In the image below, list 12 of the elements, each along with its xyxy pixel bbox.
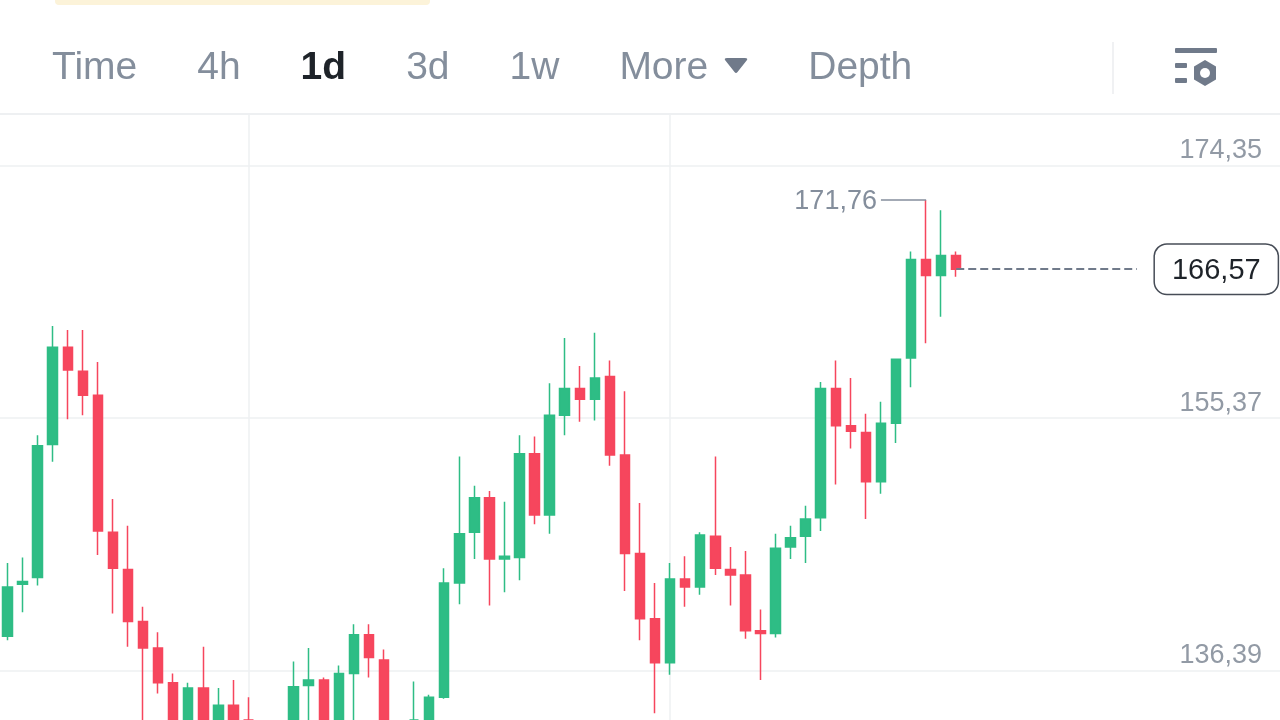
ref-line-label: 166,57 [1171, 253, 1261, 286]
y-tick-label: 174,35 [1179, 134, 1262, 165]
text: 1d [300, 43, 347, 89]
text: 1w [509, 43, 560, 89]
y-tick-label: 155,37 [1179, 386, 1262, 417]
text: More [619, 43, 709, 89]
text: Depth [808, 43, 913, 89]
annotation: 171,76 [794, 185, 877, 216]
text: 4h [197, 43, 241, 89]
text: Time [52, 43, 138, 89]
text: 3d [406, 43, 450, 89]
y-tick-label: 136,39 [1179, 639, 1262, 670]
